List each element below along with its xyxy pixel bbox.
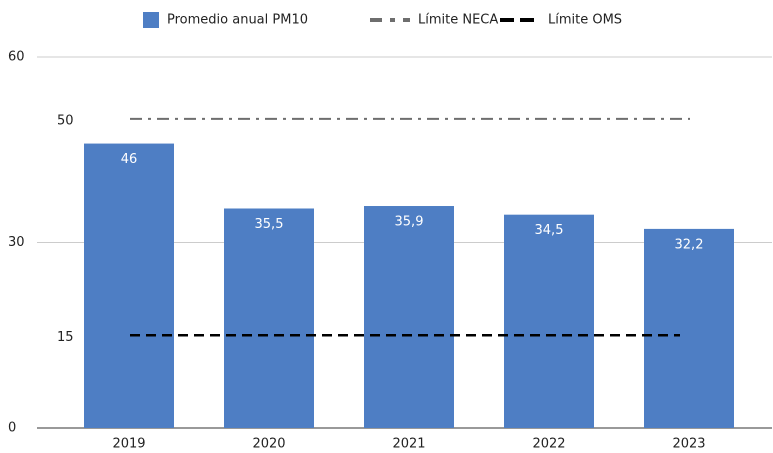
value-label: 35,9 — [395, 215, 424, 230]
y-tick-label: 30 — [8, 235, 25, 250]
bar — [504, 214, 594, 428]
x-tick-label: 2021 — [392, 437, 425, 452]
x-tick-label: 2022 — [532, 437, 565, 452]
legend-swatch — [143, 12, 159, 28]
value-label: 46 — [121, 152, 138, 167]
bar — [644, 228, 734, 428]
value-label: 35,5 — [255, 217, 284, 232]
reference-label: 50 — [57, 113, 74, 128]
legend-label: Límite NECA — [418, 13, 498, 28]
bar — [224, 208, 314, 428]
legend-label: Límite OMS — [548, 13, 622, 28]
y-tick-label: 60 — [8, 50, 25, 65]
bar — [84, 143, 174, 429]
x-tick-label: 2019 — [112, 437, 145, 452]
bar — [364, 206, 454, 428]
x-tick-label: 2020 — [252, 437, 285, 452]
x-tick-label: 2023 — [672, 437, 705, 452]
value-label: 34,5 — [535, 223, 564, 238]
reference-label: 15 — [57, 330, 74, 345]
y-tick-label: 0 — [8, 421, 16, 436]
legend-label: Promedio anual PM10 — [167, 13, 308, 28]
value-label: 32,2 — [675, 237, 704, 252]
